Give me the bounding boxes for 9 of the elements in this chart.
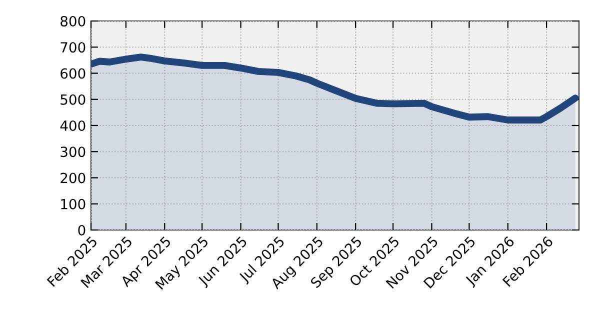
y-tick-label: 500 [60, 94, 86, 105]
y-tick-label: 200 [60, 172, 86, 184]
y-tick-label: 600 [60, 68, 86, 79]
y-tick-label: 400 [60, 120, 86, 131]
y-tick-label: 800 [60, 16, 86, 26]
y-tick-label: 300 [60, 146, 86, 158]
y-tick-label: 700 [60, 42, 86, 53]
y-tick-label: 0 [78, 224, 86, 236]
y-tick-label: 100 [61, 198, 86, 210]
